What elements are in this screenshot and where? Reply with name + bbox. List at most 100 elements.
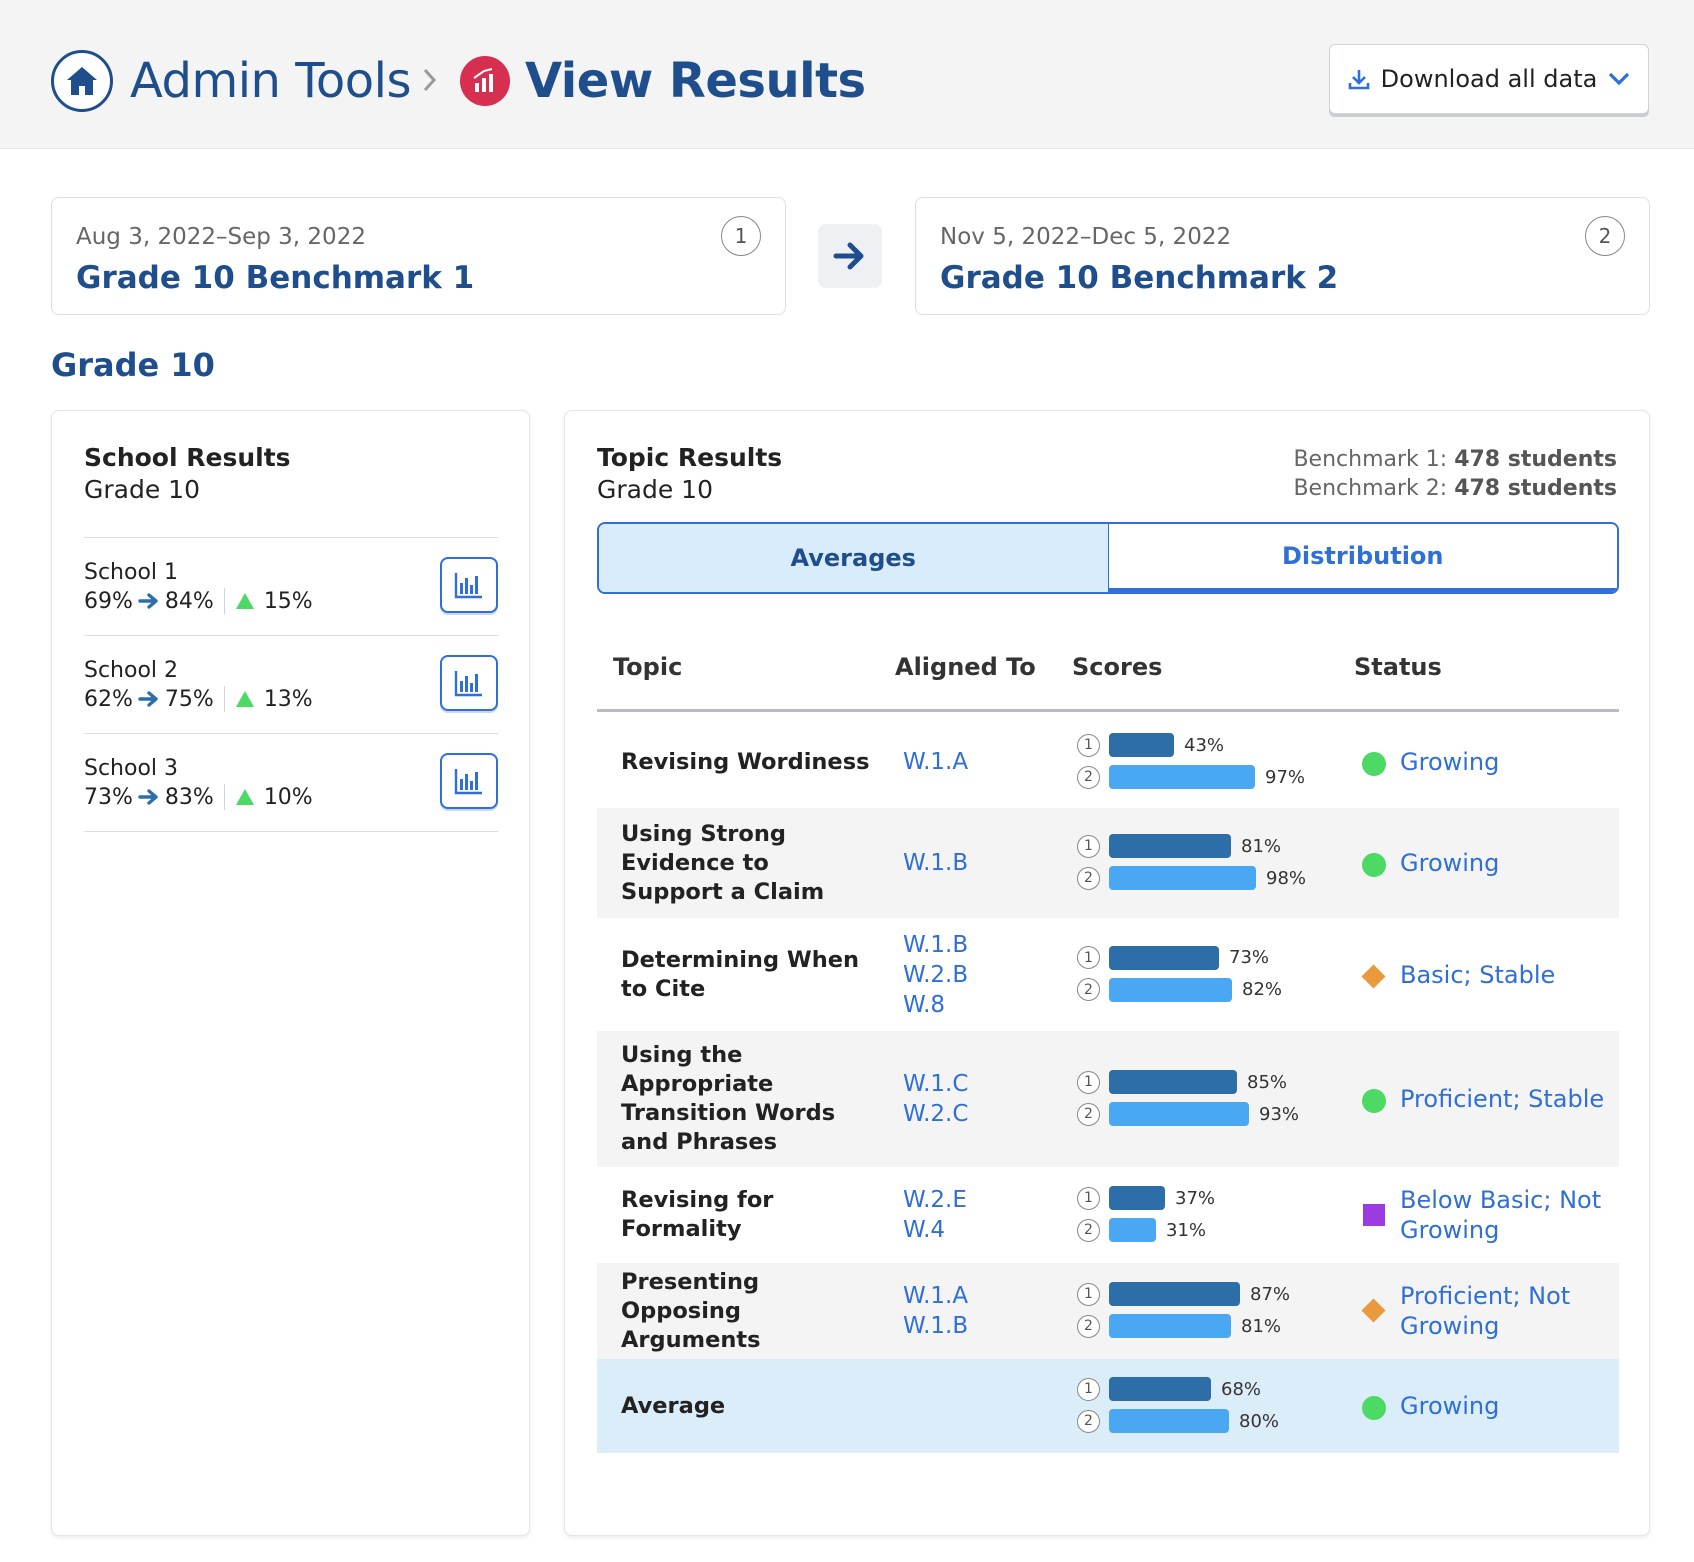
score-line-benchmark-1: 1 43%: [1077, 732, 1224, 758]
benchmark-date: Aug 3, 2022–Sep 3, 2022: [76, 224, 366, 250]
green-dot-icon: [1362, 1396, 1386, 1420]
tab-averages[interactable]: Averages: [599, 524, 1109, 592]
benchmark-number-badge: 1: [1077, 1186, 1100, 1210]
orange-diamond-icon: [1361, 963, 1386, 989]
score-bar: [1109, 1070, 1237, 1094]
school-score-from: 69%: [84, 588, 133, 614]
chevron-down-icon: [1609, 72, 1630, 86]
score-bars: 1 43% 2 97%: [1077, 732, 1327, 792]
table-row: Using Strong Evidence to Support a Claim…: [597, 808, 1619, 918]
score-percent: 81%: [1241, 835, 1282, 857]
standard-link[interactable]: W.1.A: [903, 1283, 969, 1309]
standard-link[interactable]: W.2.B: [903, 961, 969, 988]
score-bars: 1 87% 2 81%: [1077, 1281, 1327, 1341]
school-row: School 1 69% 84% 15%: [84, 538, 498, 636]
status-label[interactable]: Growing: [1400, 748, 1500, 776]
benchmark-number-badge: 2: [1077, 1102, 1100, 1126]
page-title: View Results: [525, 53, 866, 109]
average-row: Average 1 68% 2 80% Growing: [597, 1359, 1619, 1453]
school-chart-button[interactable]: [440, 557, 498, 613]
topic-name: Average: [621, 1392, 726, 1419]
topic-name: Presenting Opposing Arguments: [621, 1268, 761, 1353]
benchmark-number-badge: 1: [1077, 834, 1100, 858]
school-results-subtitle: Grade 10: [84, 475, 200, 504]
count-label: Benchmark 2:: [1293, 476, 1448, 501]
green-dot-icon: [1362, 752, 1386, 776]
status-label[interactable]: Growing: [1400, 1392, 1500, 1420]
standard-link[interactable]: W.2.E: [903, 1187, 967, 1213]
arrow-right-icon: [818, 224, 882, 288]
download-all-data-button[interactable]: Download all data: [1329, 44, 1649, 114]
status-label[interactable]: Basic; Stable: [1400, 960, 1556, 989]
score-bars: 1 37% 2 31%: [1077, 1185, 1327, 1245]
school-score-to: 83%: [164, 784, 214, 810]
standard-link[interactable]: W.1.B: [903, 850, 969, 876]
school-chart-button[interactable]: [440, 655, 498, 711]
download-label: Download all data: [1380, 65, 1598, 93]
standard-link[interactable]: W.1.A: [903, 749, 969, 775]
school-name: School 3: [84, 756, 179, 781]
standard-link[interactable]: W.8: [903, 991, 946, 1018]
benchmark-card-1[interactable]: Aug 3, 2022–Sep 3, 2022 Grade 10 Benchma…: [51, 197, 786, 315]
benchmark-number-badge: 2: [1077, 1218, 1100, 1242]
school-chart-button[interactable]: [440, 753, 498, 809]
score-percent: 81%: [1241, 1315, 1282, 1337]
score-bar: [1109, 834, 1231, 858]
standard-link[interactable]: W.4: [903, 1217, 946, 1243]
topic-name: Determining When to Cite: [621, 946, 860, 1002]
status-label[interactable]: Growing: [1400, 849, 1500, 877]
tab-distribution[interactable]: Distribution: [1108, 524, 1617, 592]
status-label[interactable]: Below Basic; Not Growing: [1400, 1186, 1602, 1244]
score-bar: [1109, 1409, 1229, 1433]
status: Below Basic; Not Growing: [1362, 1185, 1620, 1245]
status: Proficient; Not Growing: [1361, 1281, 1620, 1341]
arrow-right-icon: [138, 789, 158, 805]
score-bar: [1109, 945, 1219, 970]
purple-square-icon: [1362, 1203, 1386, 1227]
school-score-to: 84%: [164, 588, 214, 614]
score-bars: 1 68% 2 80%: [1077, 1376, 1327, 1436]
standard-link[interactable]: W.1.B: [903, 931, 969, 958]
home-icon[interactable]: [51, 50, 113, 112]
benchmark-number-badge: 2: [1077, 866, 1100, 890]
score-percent: 31%: [1166, 1219, 1207, 1241]
score-percent: 43%: [1184, 734, 1225, 756]
benchmark-date: Nov 5, 2022–Dec 5, 2022: [940, 224, 1232, 250]
count-value: 478 students: [1454, 476, 1617, 501]
column-header-status: Status: [1354, 653, 1442, 681]
student-counts: Benchmark 1: 478 students Benchmark 2: 4…: [1293, 445, 1617, 503]
green-dot-icon: [1362, 1089, 1386, 1113]
score-percent: 85%: [1247, 1071, 1288, 1093]
breadcrumb-admin-tools[interactable]: Admin Tools: [130, 53, 411, 109]
score-line-benchmark-1: 1 73%: [1077, 945, 1269, 971]
benchmark-card-2[interactable]: Nov 5, 2022–Dec 5, 2022 Grade 10 Benchma…: [915, 197, 1650, 315]
column-header-topic: Topic: [613, 653, 683, 681]
status-label[interactable]: Proficient; Not Growing: [1400, 1282, 1571, 1340]
aligned-standards: W.1.B: [903, 848, 968, 878]
green-dot-icon: [1362, 853, 1386, 877]
score-bar: [1109, 1218, 1156, 1242]
status-label[interactable]: Proficient; Stable: [1400, 1085, 1605, 1113]
standard-link[interactable]: W.2.C: [903, 1101, 969, 1127]
status: Proficient; Stable: [1362, 1084, 1620, 1114]
orange-diamond-icon: [1361, 1298, 1386, 1323]
table-row: Presenting Opposing Arguments W.1.A W.1.B 1…: [597, 1263, 1619, 1359]
score-line-benchmark-2: 2 82%: [1077, 977, 1282, 1003]
standard-link[interactable]: W.1.B: [903, 1313, 969, 1339]
score-percent: 98%: [1266, 867, 1307, 889]
topic-name: Revising Wordiness: [621, 748, 870, 775]
benchmark-number-badge: 1: [1077, 1377, 1100, 1401]
download-icon: [1348, 70, 1369, 90]
aligned-standards: W.1.A W.1.B: [903, 1281, 968, 1341]
standard-link[interactable]: W.1.C: [903, 1071, 969, 1097]
arrow-right-icon: [138, 593, 158, 609]
score-line-benchmark-2: 2 81%: [1077, 1313, 1281, 1339]
score-line-benchmark-2: 2 93%: [1077, 1101, 1299, 1127]
score-line-benchmark-2: 2 97%: [1077, 764, 1305, 790]
score-percent: 87%: [1250, 1283, 1291, 1305]
school-score-change: 10%: [263, 784, 313, 810]
score-percent: 80%: [1239, 1410, 1280, 1432]
score-line-benchmark-1: 1 85%: [1077, 1069, 1287, 1095]
score-bar: [1109, 866, 1256, 890]
school-score-from: 62%: [84, 686, 133, 712]
